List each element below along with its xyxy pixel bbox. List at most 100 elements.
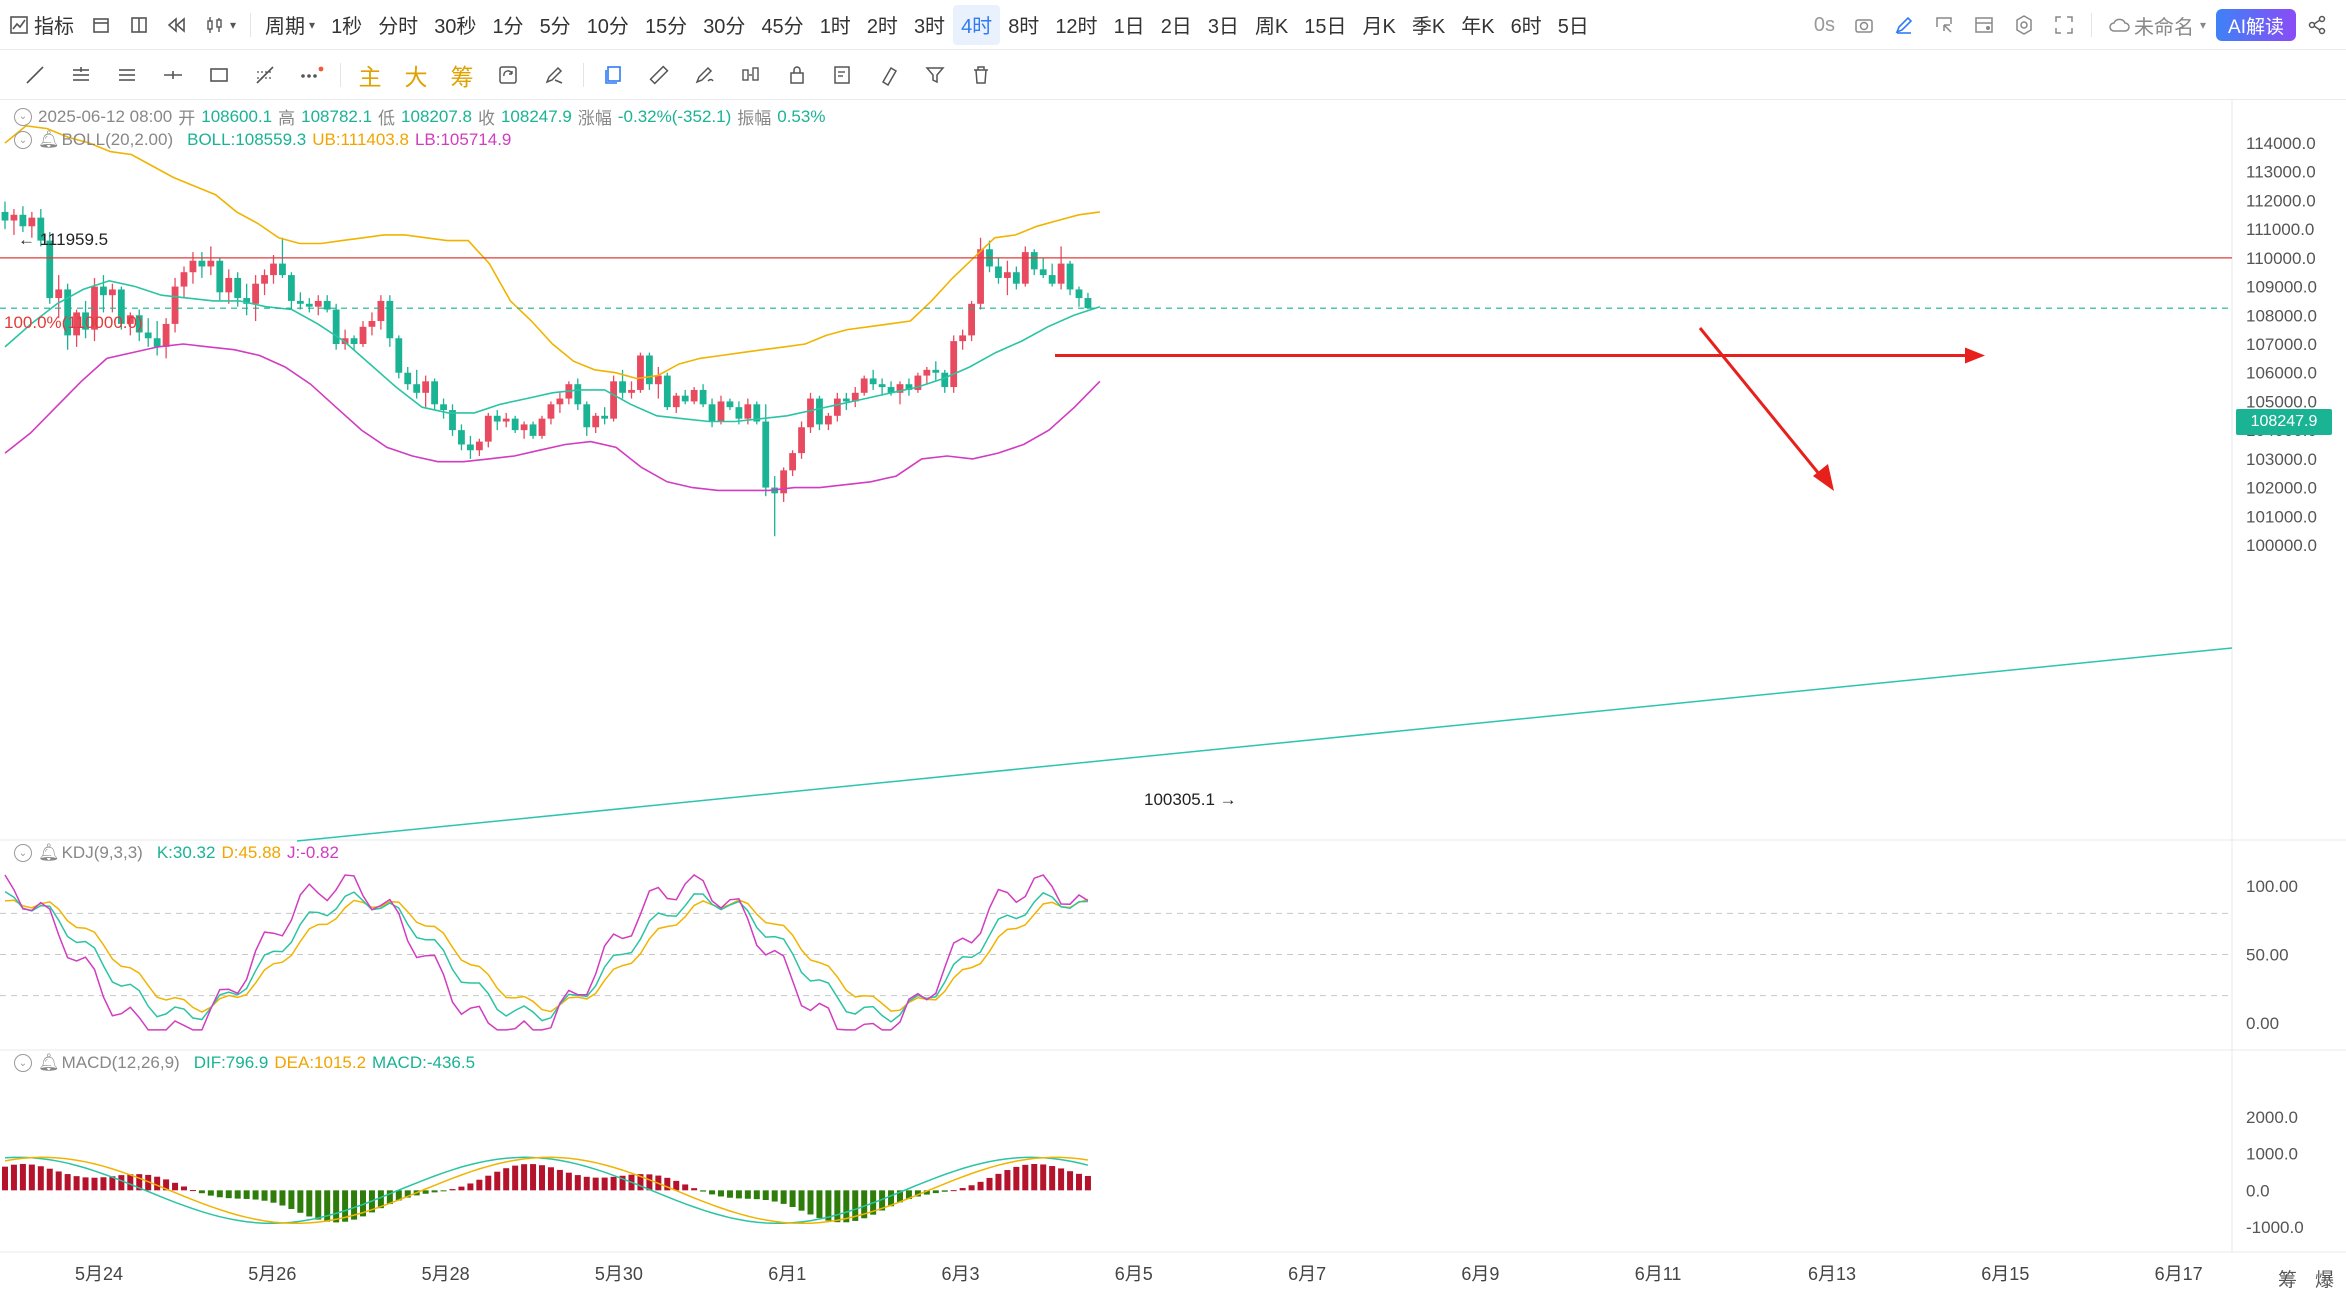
template-button[interactable] bbox=[1965, 5, 2003, 45]
bell-icon[interactable]: 🔔︎ bbox=[38, 843, 60, 862]
candle-body bbox=[126, 315, 134, 324]
kdj-name[interactable]: KDJ(9,3,3) bbox=[61, 843, 143, 862]
candle-body bbox=[798, 427, 805, 454]
chart-type-button[interactable]: ▾ bbox=[196, 5, 244, 45]
macd-name[interactable]: MACD(12,26,9) bbox=[61, 1053, 180, 1072]
interval-8[interactable]: 45分 bbox=[761, 16, 804, 38]
big-order-tool[interactable]: 大 bbox=[404, 63, 428, 90]
ai-analysis-button[interactable]: AI解读 bbox=[2216, 9, 2296, 41]
collapse-icon[interactable]: ⌄ bbox=[14, 844, 32, 862]
candle-body bbox=[583, 404, 591, 428]
boll-name[interactable]: BOLL(20,2.00) bbox=[61, 130, 174, 149]
interval-7[interactable]: 30分 bbox=[703, 16, 746, 38]
sync-tool[interactable] bbox=[485, 52, 531, 98]
cursor-button[interactable] bbox=[1925, 5, 1963, 45]
settings-button[interactable] bbox=[2005, 5, 2043, 45]
chip-tool[interactable]: 筹 bbox=[450, 63, 474, 90]
collapse-icon[interactable]: ⌄ bbox=[14, 131, 32, 149]
boll-legend: ⌄ 🔔︎ BOLL(20,2.00) BOLL:108559.3 UB:1114… bbox=[14, 130, 511, 150]
magnet-select-tool[interactable] bbox=[590, 52, 636, 98]
burst-button[interactable]: 爆 bbox=[2314, 1270, 2334, 1291]
interval-3[interactable]: 1分 bbox=[492, 16, 524, 38]
pen-off-tool[interactable] bbox=[531, 52, 577, 98]
indicator-button[interactable]: 指标 bbox=[0, 5, 82, 45]
fib-tool[interactable] bbox=[242, 52, 288, 98]
fib-level-label[interactable]: 100.0%(110000.0) bbox=[4, 313, 143, 332]
fullscreen-button[interactable] bbox=[2045, 5, 2083, 45]
replay-button[interactable] bbox=[158, 5, 196, 45]
date-tick: 6月15 bbox=[1981, 1264, 2029, 1284]
notes-tool[interactable] bbox=[820, 52, 866, 98]
interval-20[interactable]: 月K bbox=[1362, 16, 1396, 38]
interval-19[interactable]: 15日 bbox=[1304, 16, 1347, 38]
interval-6[interactable]: 15分 bbox=[644, 16, 688, 38]
interval-5[interactable]: 10分 bbox=[586, 16, 629, 38]
horizontal-lines-tool[interactable] bbox=[58, 52, 104, 98]
channel-tool[interactable] bbox=[104, 52, 150, 98]
lock-tool[interactable] bbox=[774, 52, 820, 98]
horizontal-ray-tool[interactable] bbox=[150, 52, 196, 98]
candle-body bbox=[19, 214, 27, 227]
candle-body bbox=[887, 387, 895, 393]
interval-9[interactable]: 1时 bbox=[819, 16, 851, 38]
interval-17[interactable]: 3日 bbox=[1207, 16, 1239, 38]
open-value: 108600.1 bbox=[201, 106, 273, 126]
magnet-tool[interactable] bbox=[866, 52, 912, 98]
collapse-icon[interactable]: ⌄ bbox=[14, 107, 32, 126]
interval-16[interactable]: 2日 bbox=[1160, 16, 1192, 38]
rectangle-tool[interactable] bbox=[196, 52, 242, 98]
bell-icon[interactable]: 🔔︎ bbox=[38, 130, 60, 149]
interval-10[interactable]: 2时 bbox=[866, 16, 898, 38]
interval-2[interactable]: 30秒 bbox=[434, 16, 477, 38]
interval-1[interactable]: 分时 bbox=[378, 16, 419, 38]
candle-body bbox=[905, 384, 913, 390]
candle-body bbox=[162, 323, 170, 347]
price-tick: 100000.0 bbox=[2246, 536, 2317, 555]
macd-histogram-bar bbox=[941, 1190, 948, 1192]
bell-icon[interactable]: 🔔︎ bbox=[38, 1053, 60, 1072]
share-button[interactable] bbox=[2298, 5, 2336, 45]
bottom-right-tools: 筹 爆 bbox=[2278, 1265, 2334, 1292]
interval-0[interactable]: 1秒 bbox=[331, 16, 363, 38]
current-price-tag: 108247.9 bbox=[2236, 409, 2332, 435]
kdj-j-value: J:-0.82 bbox=[287, 843, 339, 862]
interval-22[interactable]: 年K bbox=[1461, 16, 1495, 38]
interval-12[interactable]: 4时 bbox=[953, 4, 1001, 45]
toolbar-divider bbox=[2091, 13, 2093, 37]
collapse-icon[interactable]: ⌄ bbox=[14, 1054, 32, 1072]
draw-toggle-button[interactable] bbox=[1885, 5, 1923, 45]
candle-body bbox=[484, 415, 492, 442]
close-value: 108247.9 bbox=[500, 106, 572, 126]
macd-histogram-bar bbox=[592, 1177, 599, 1191]
main-force-tool[interactable]: 主 bbox=[358, 63, 382, 90]
chart-canvas[interactable]: 114000.0 113000.0 112000.0 111000.0 110000.0… bbox=[0, 100, 2346, 1297]
interval-21[interactable]: 季K bbox=[1411, 16, 1446, 38]
interval-11[interactable]: 3时 bbox=[913, 16, 946, 38]
calendar-button[interactable] bbox=[82, 5, 120, 45]
macd-histogram-bar bbox=[64, 1174, 71, 1191]
layout-button[interactable] bbox=[120, 5, 158, 45]
candle-body bbox=[207, 260, 215, 267]
interval-4[interactable]: 5分 bbox=[539, 16, 571, 38]
brush-tool[interactable] bbox=[682, 52, 728, 98]
interval-24[interactable]: 5日 bbox=[1557, 16, 1589, 38]
interval-15[interactable]: 1日 bbox=[1113, 16, 1145, 38]
candle-body bbox=[377, 300, 385, 322]
interval-23[interactable]: 6时 bbox=[1510, 16, 1542, 38]
candle-body bbox=[1057, 263, 1065, 284]
ruler-tool[interactable] bbox=[636, 52, 682, 98]
period-dropdown[interactable]: 周期 ▾ bbox=[257, 5, 323, 45]
chip-button[interactable]: 筹 bbox=[2277, 1270, 2297, 1291]
more-tools[interactable] bbox=[288, 52, 334, 98]
trend-line-tool[interactable] bbox=[12, 52, 58, 98]
countdown-timer: 0s bbox=[1813, 13, 1836, 36]
interval-13[interactable]: 8时 bbox=[1008, 16, 1040, 38]
screenshot-button[interactable] bbox=[1845, 5, 1883, 45]
interval-14[interactable]: 12时 bbox=[1055, 16, 1098, 38]
interval-18[interactable]: 周K bbox=[1254, 16, 1289, 38]
compare-tool[interactable] bbox=[728, 52, 774, 98]
macd-histogram-bar bbox=[145, 1174, 152, 1191]
layout-save-dropdown[interactable]: 未命名 ▾ bbox=[2100, 5, 2214, 45]
filter-tool[interactable] bbox=[912, 52, 958, 98]
delete-drawings-tool[interactable] bbox=[958, 52, 1004, 98]
